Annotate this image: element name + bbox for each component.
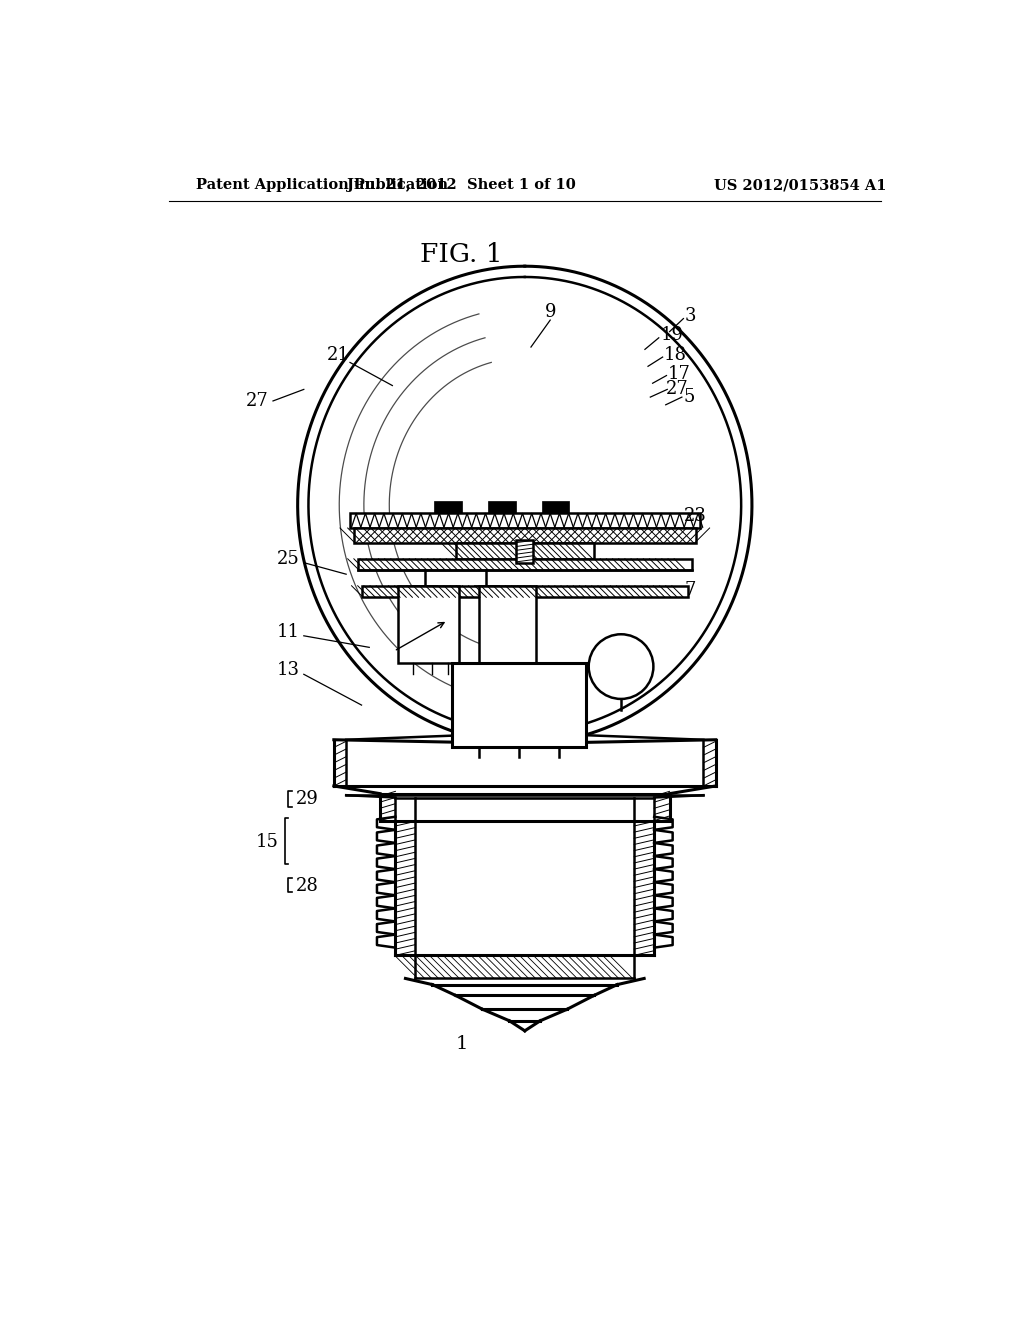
Text: 27: 27 [666,380,688,399]
Text: 18: 18 [665,346,687,364]
Text: 29: 29 [296,791,319,808]
Bar [397,586,460,663]
Text: 27: 27 [246,392,269,411]
Text: 3: 3 [685,308,696,325]
Text: Patent Application Publication: Patent Application Publication [196,178,449,193]
Text: 5: 5 [683,388,695,407]
Bar [516,540,534,562]
Text: 7: 7 [685,581,696,598]
Bar [434,502,462,512]
Circle shape [589,635,653,700]
Bar [456,544,594,558]
Text: Jun. 21, 2012  Sheet 1 of 10: Jun. 21, 2012 Sheet 1 of 10 [347,178,577,193]
Bar [452,663,587,747]
Bar [478,586,537,667]
Text: 17: 17 [668,366,691,383]
Text: 1: 1 [456,1035,468,1053]
Bar [361,586,688,598]
Text: 28: 28 [296,876,319,895]
Text: 11: 11 [276,623,300,642]
Bar [542,502,569,512]
Text: 21: 21 [327,346,350,364]
Text: 9: 9 [545,304,556,321]
Text: 25: 25 [278,550,300,568]
Text: US 2012/0153854 A1: US 2012/0153854 A1 [714,178,887,193]
Bar [487,502,515,512]
Bar [350,512,699,528]
Text: FIG. 1: FIG. 1 [421,242,503,267]
Bar [354,528,695,544]
Text: 19: 19 [660,326,683,345]
Text: 13: 13 [276,661,300,680]
Text: 23: 23 [683,507,707,525]
Text: 15: 15 [256,833,280,851]
Bar [357,558,692,570]
